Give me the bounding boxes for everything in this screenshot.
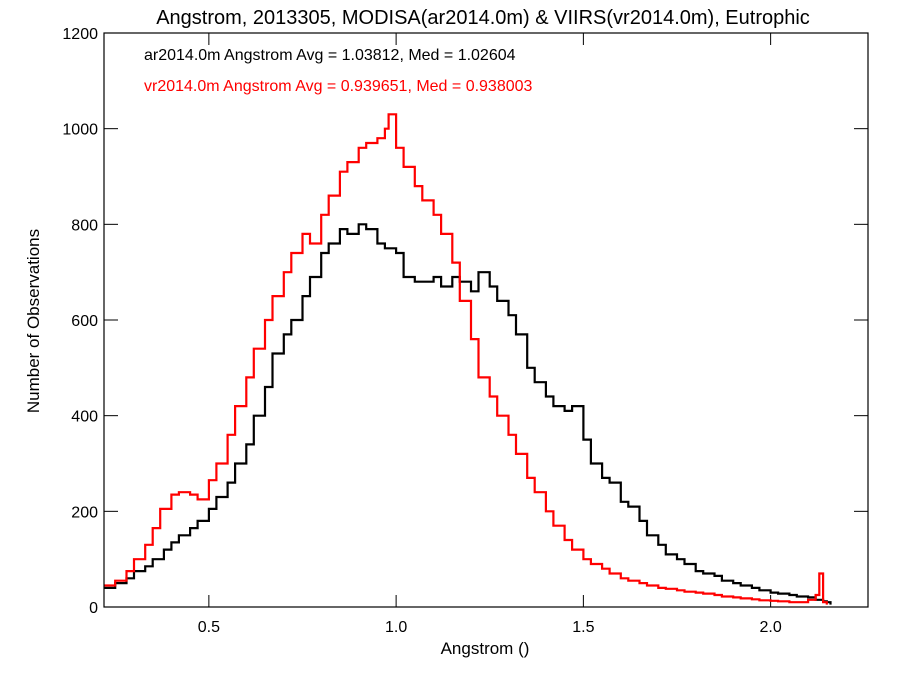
y-tick-label: 400 xyxy=(71,409,98,426)
y-tick-label: 600 xyxy=(71,313,98,330)
series-modisa-line xyxy=(104,223,832,605)
y-tick-label: 1200 xyxy=(62,26,98,43)
annotation-modis-stats: ar2014.0m Angstrom Avg = 1.03812, Med = … xyxy=(144,47,516,64)
y-tick-label: 800 xyxy=(71,217,98,234)
x-tick-label: 1.0 xyxy=(385,619,407,636)
series-lines xyxy=(104,113,832,605)
x-tick-label: 1.5 xyxy=(572,619,594,636)
y-axis-label: Number of Observations xyxy=(24,229,43,413)
chart-title: Angstrom, 2013305, MODISA(ar2014.0m) & V… xyxy=(156,7,810,29)
annotation-viirs-stats: vr2014.0m Angstrom Avg = 0.939651, Med =… xyxy=(144,78,533,95)
x-tick-label: 2.0 xyxy=(760,619,782,636)
y-tick-label: 1000 xyxy=(62,122,98,139)
series-viirs-line xyxy=(104,113,828,605)
axis-ticks: 0.5 1.0 1.5 2.0 0 200 400 600 800 1000 1200 xyxy=(62,26,868,636)
y-tick-label: 200 xyxy=(71,504,98,521)
y-tick-label: 0 xyxy=(89,600,98,617)
x-tick-label: 0.5 xyxy=(198,619,220,636)
plot-frame xyxy=(103,32,869,608)
x-axis-label: Angstrom () xyxy=(441,639,530,658)
